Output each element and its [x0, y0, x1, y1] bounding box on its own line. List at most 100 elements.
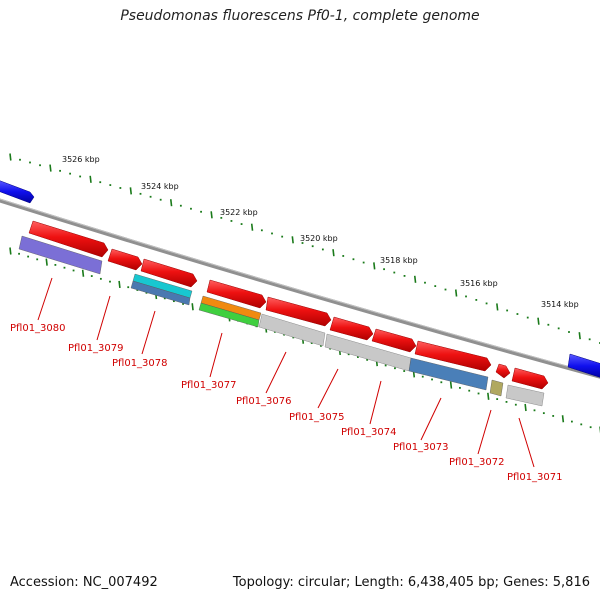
gene-arrow-pfl01-3079[interactable] [107, 248, 143, 271]
inner-track-minor-tick [440, 381, 443, 384]
kbp-label: 3524 kbp [141, 182, 179, 191]
gene-label-pfl01-3075[interactable]: Pfl01_3075 [289, 412, 345, 423]
cog-bar-pfl01-3071[interactable] [505, 384, 545, 407]
leader-line [141, 310, 156, 355]
leader-line [265, 351, 287, 394]
kbp-label: 3522 kbp [220, 208, 258, 217]
outer-track-major-tick [129, 187, 133, 195]
neighbor-gene-left[interactable] [0, 180, 35, 204]
inner-track-minor-tick [589, 426, 592, 429]
outer-track-minor-tick [444, 288, 447, 291]
inner-track-major-tick [524, 403, 527, 412]
neighbor-gene-right[interactable] [567, 353, 600, 378]
gene-labels: Pfl01_3080 Pfl01_3079 Pfl01_3078 Pfl01_3… [10, 323, 563, 483]
outer-track-major-tick [578, 332, 581, 340]
kbp-label: 3520 kbp [300, 234, 338, 243]
genome-backbone [0, 198, 600, 379]
inner-track-minor-tick [394, 367, 396, 370]
inner-track-major-tick [487, 392, 490, 400]
cog-bar-pfl01-3073[interactable] [408, 357, 489, 391]
outer-track-major-tick [496, 303, 499, 311]
gene-arrow-pfl01-3071[interactable] [511, 367, 549, 390]
outer-track-minor-tick [39, 164, 41, 167]
genome-stats-text: Topology: circular; Length: 6,438,405 bp… [232, 575, 590, 590]
outer-track-minor-tick [260, 229, 263, 232]
inner-track-major-tick [81, 269, 85, 277]
cog-bars [18, 235, 545, 407]
gene-label-pfl01-3071[interactable]: Pfl01_3071 [507, 472, 563, 483]
inner-track-minor-tick [431, 378, 433, 381]
gene-label-pfl01-3079[interactable]: Pfl01_3079 [68, 343, 124, 354]
outer-track-minor-tick [149, 195, 152, 198]
inner-track-minor-tick [36, 258, 39, 261]
cog-bar-pfl01-3078-secondary[interactable] [130, 280, 191, 306]
gene-label-pfl01-3077[interactable]: Pfl01_3077 [181, 380, 237, 391]
outer-track-minor-tick [557, 327, 560, 330]
outer-track-minor-tick [301, 242, 304, 244]
inner-track-major-tick [561, 415, 565, 423]
outer-track-minor-tick [342, 255, 345, 257]
outer-track-minor-tick [321, 248, 324, 251]
gene-arrow-pfl01-3073[interactable] [414, 340, 492, 372]
outer-track-major-tick [537, 317, 540, 325]
inner-track-minor-tick [63, 266, 66, 269]
outer-track-major-tick [291, 236, 294, 244]
gene-arrow-pfl01-3077[interactable] [206, 279, 267, 309]
outer-track-minor-tick [19, 158, 21, 161]
outer-track-minor-tick [383, 268, 385, 271]
gene-label-pfl01-3074[interactable]: Pfl01_3074 [341, 427, 397, 438]
kbp-label: 3518 kbp [380, 256, 418, 265]
inner-track-minor-tick [552, 415, 555, 417]
inner-track-minor-tick [173, 300, 175, 303]
inner-track-minor-tick [533, 409, 536, 412]
leader-line [317, 368, 339, 409]
gene-label-pfl01-3072[interactable]: Pfl01_3072 [449, 457, 505, 468]
cog-bar-pfl01-3080[interactable] [18, 235, 103, 275]
inner-track-minor-tick [72, 269, 75, 272]
gene-label-pfl01-3073[interactable]: Pfl01_3073 [393, 442, 449, 453]
gene-arrow-pfl01-3076[interactable] [265, 296, 332, 327]
gene-arrow-pfl01-3078[interactable] [140, 258, 198, 288]
outer-track-minor-tick [526, 316, 529, 319]
inner-track-minor-tick [366, 358, 369, 361]
leader-line [369, 380, 382, 425]
inner-track-minor-tick [27, 255, 30, 258]
inner-track-minor-tick [283, 333, 285, 336]
inner-track-minor-tick [320, 344, 322, 347]
leader-line [96, 295, 111, 341]
cog-bar-pfl01-3072[interactable] [489, 379, 504, 397]
inner-track-minor-tick [163, 297, 166, 300]
outer-track-minor-tick [179, 204, 182, 207]
inner-track-minor-tick [182, 303, 184, 305]
outer-track-major-tick [49, 164, 52, 172]
outer-track-minor-tick [475, 299, 478, 301]
gene-label-pfl01-3076[interactable]: Pfl01_3076 [236, 396, 292, 407]
outer-track-minor-tick [403, 275, 406, 277]
outer-track-minor-tick [434, 285, 437, 287]
inner-track-minor-tick [18, 252, 20, 255]
leader-line [420, 397, 442, 441]
outer-track-minor-tick [465, 295, 467, 298]
outer-track-minor-tick [119, 187, 122, 189]
outer-track-minor-tick [59, 169, 61, 172]
outer-track-minor-tick [506, 309, 509, 312]
gene-label-pfl01-3078[interactable]: Pfl01_3078 [112, 358, 168, 369]
kbp-label: 3516 kbp [460, 279, 498, 288]
inner-track-minor-tick [99, 277, 102, 280]
inner-track-major-tick [449, 381, 453, 389]
leader-line [518, 417, 535, 468]
gene-arrow-pfl01-3074[interactable] [371, 328, 417, 353]
inner-track-major-tick [9, 247, 12, 255]
gene-arrow-pfl01-3075[interactable] [329, 316, 374, 341]
cog-bar-pfl01-3076[interactable] [258, 313, 326, 347]
gene-arrow-pfl01-3072[interactable] [495, 363, 511, 379]
cog-bar-pfl01-3077-secondary[interactable] [198, 302, 260, 328]
outer-track-minor-tick [485, 302, 488, 305]
gene-arrow-pfl01-3080[interactable] [28, 220, 109, 258]
gene-label-pfl01-3080[interactable]: Pfl01_3080 [10, 323, 66, 334]
inner-track-minor-tick [292, 336, 295, 339]
outer-track-minor-tick [200, 210, 202, 213]
inner-track-minor-tick [459, 386, 461, 389]
outer-track-minor-tick [69, 172, 72, 175]
